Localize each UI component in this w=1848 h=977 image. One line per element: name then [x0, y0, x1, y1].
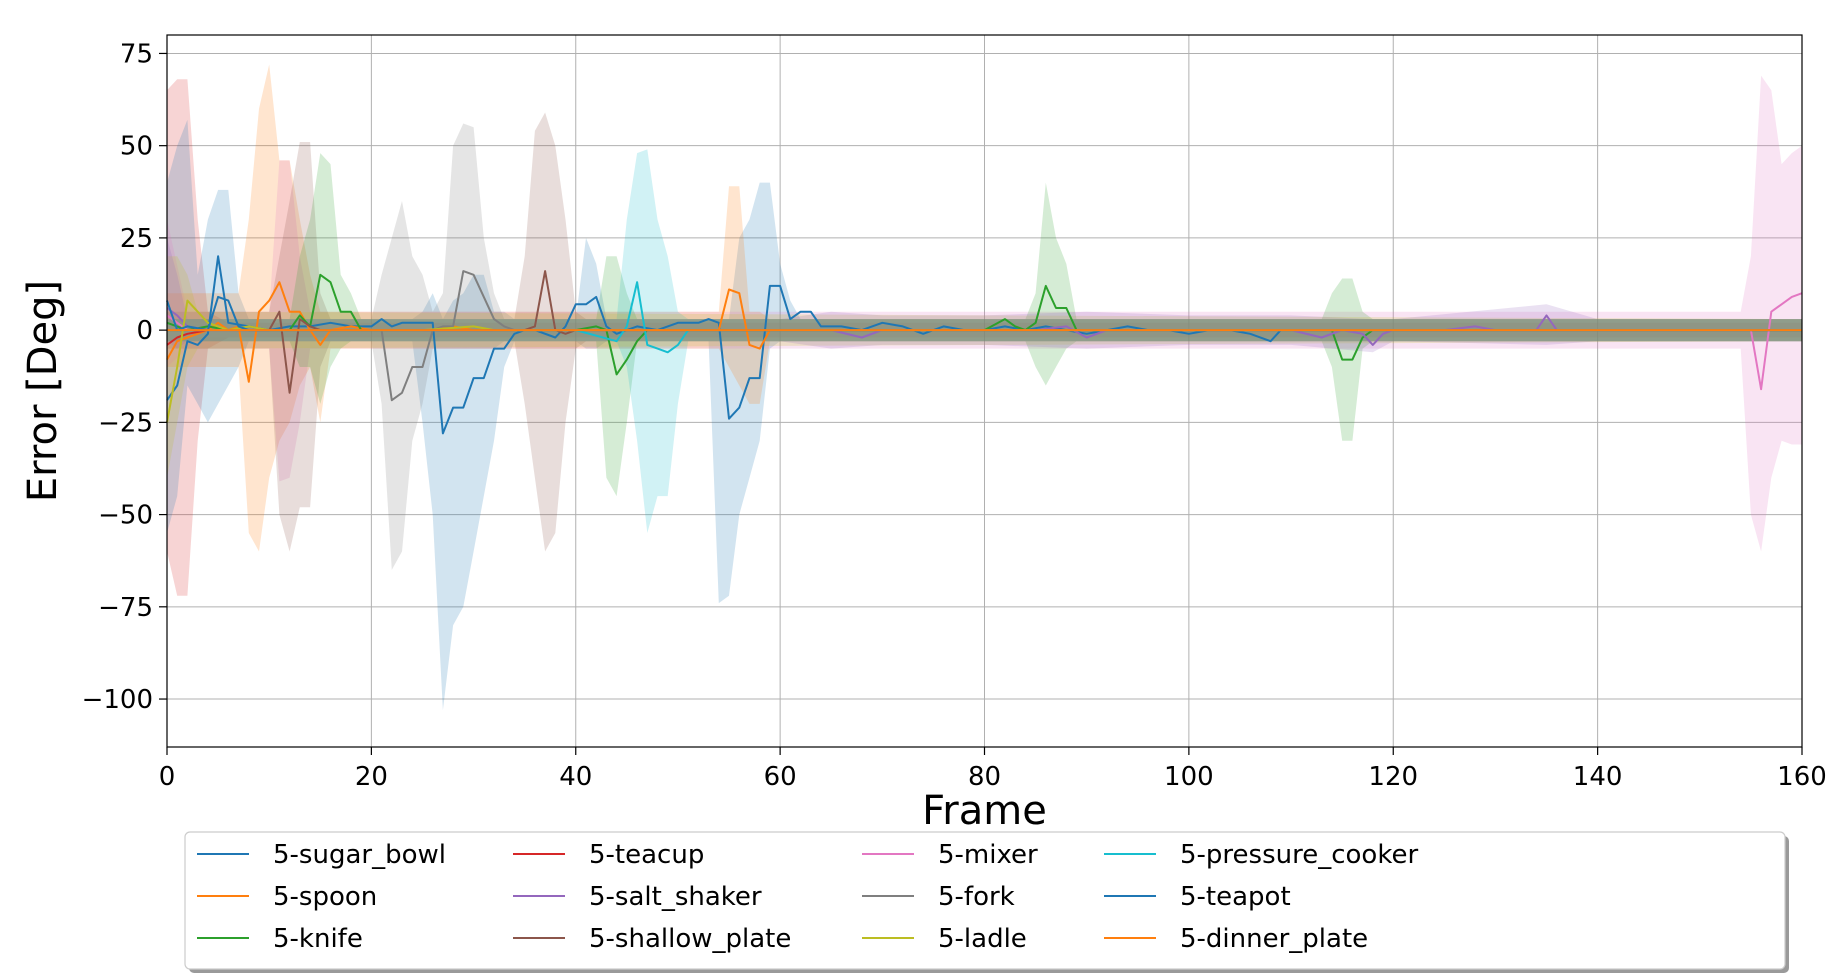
legend: 5-sugar_bowl 5-spoon 5-knife 5-teacup 5-salt…: [184, 831, 1789, 973]
x-tick-label: 0: [159, 762, 176, 792]
y-axis-label: Error [Deg]: [20, 280, 66, 502]
band-5-pressure-cooker: [167, 149, 1802, 533]
y-tick-label: 50: [120, 132, 153, 162]
legend-label-5-ladle: 5-ladle: [938, 924, 1027, 954]
legend-label-5-sugar-bowl: 5-sugar_bowl: [273, 840, 446, 870]
series-line-5-sugar-bowl: [166, 255, 1802, 435]
y-tick-label: −75: [98, 593, 153, 623]
y-tick-label: 0: [136, 316, 153, 346]
x-tick-label: 40: [559, 762, 592, 792]
axis-ticks: 0 20 40 60 80 100 120 140 160 −100 −75 −50 −25 0 25 50 7…: [82, 39, 1827, 792]
legend-label-5-knife: 5-knife: [273, 924, 363, 954]
x-tick-label: 60: [764, 762, 797, 792]
x-axis-label: Frame: [922, 788, 1047, 834]
confidence-bands: [167, 64, 1802, 711]
y-tick-label: −50: [98, 501, 153, 531]
y-tick-label: 75: [120, 39, 153, 69]
x-tick-label: 120: [1368, 762, 1418, 792]
legend-label-5-teapot: 5-teapot: [1180, 882, 1291, 912]
band-5-shallow-plate: [167, 112, 1802, 552]
legend-label-5-mixer: 5-mixer: [938, 840, 1038, 870]
band-5-knife: [167, 153, 1802, 497]
band-5-sugar-bowl: [167, 119, 1802, 711]
series-lines: [166, 255, 1803, 435]
band-5-mixer: [167, 75, 1802, 552]
x-tick-label: 80: [968, 762, 1001, 792]
legend-label-5-teacup: 5-teacup: [589, 840, 704, 870]
legend-label-5-spoon: 5-spoon: [273, 882, 377, 912]
legend-label-5-shallow-plate: 5-shallow_plate: [589, 924, 791, 954]
x-tick-label: 20: [355, 762, 388, 792]
y-tick-label: 25: [120, 224, 153, 254]
legend-label-5-dinner-plate: 5-dinner_plate: [1180, 924, 1368, 954]
band-5-teacup: [167, 79, 1802, 596]
band-5-fork: [167, 123, 1802, 570]
band-5-salt-shaker: [167, 237, 1802, 353]
y-tick-label: −25: [98, 408, 153, 438]
x-tick-label: 100: [1164, 762, 1214, 792]
x-tick-label: 160: [1777, 762, 1827, 792]
x-tick-label: 140: [1573, 762, 1623, 792]
legend-label-5-fork: 5-fork: [938, 882, 1015, 912]
legend-label-5-salt-shaker: 5-salt_shaker: [589, 882, 762, 912]
y-tick-label: −100: [82, 685, 153, 715]
legend-label-5-pressure-cooker: 5-pressure_cooker: [1180, 840, 1418, 870]
